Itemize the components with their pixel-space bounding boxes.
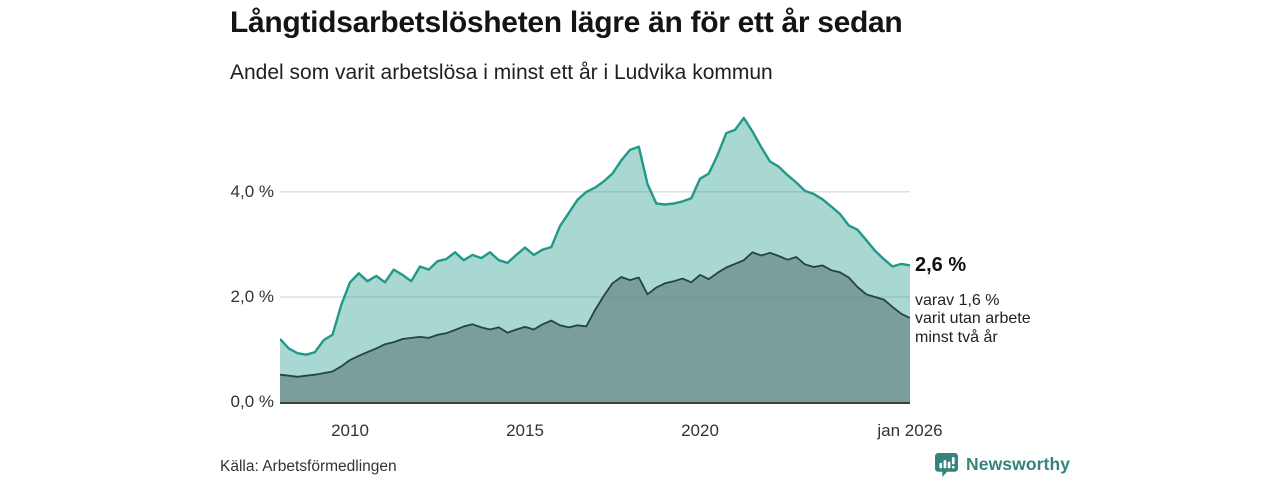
chart-area: [280, 100, 910, 404]
chart-subtitle: Andel som varit arbetslösa i minst ett å…: [230, 61, 773, 84]
page-title: Långtidsarbetslösheten lägre än för ett …: [230, 6, 903, 39]
newsworthy-logo: Newsworthy: [934, 451, 1070, 477]
end-value-sublabel: varav 1,6 % varit utan arbete minst två …: [915, 292, 1031, 347]
series-line: [280, 116, 910, 356]
newsworthy-bar-chart-icon: [935, 452, 958, 477]
end-value-sublabel-line: varav 1,6 %: [915, 292, 1000, 309]
y-tick-label: 4,0 %: [230, 181, 274, 201]
end-value-sublabel-line: varit utan arbete: [915, 310, 1031, 328]
x-tick-label: jan 2026: [877, 421, 943, 440]
x-tick-label: 2015: [506, 421, 544, 440]
series-line: [280, 251, 910, 378]
unemployment-area-chart: [280, 116, 910, 404]
x-tick-label: 2020: [681, 421, 719, 440]
y-tick-label: 0,0 %: [230, 392, 274, 411]
end-value-sublabel-line: minst två år: [915, 328, 998, 346]
series-area: [280, 252, 910, 402]
x-tick-label: 2010: [331, 421, 369, 440]
y-tick-label: 2,0 %: [230, 286, 274, 306]
source-note: Källa: Arbetsförmedlingen: [220, 458, 397, 475]
newsworthy-wordmark: Newsworthy: [966, 453, 1071, 474]
end-value-label: 2,6 %: [915, 254, 967, 276]
